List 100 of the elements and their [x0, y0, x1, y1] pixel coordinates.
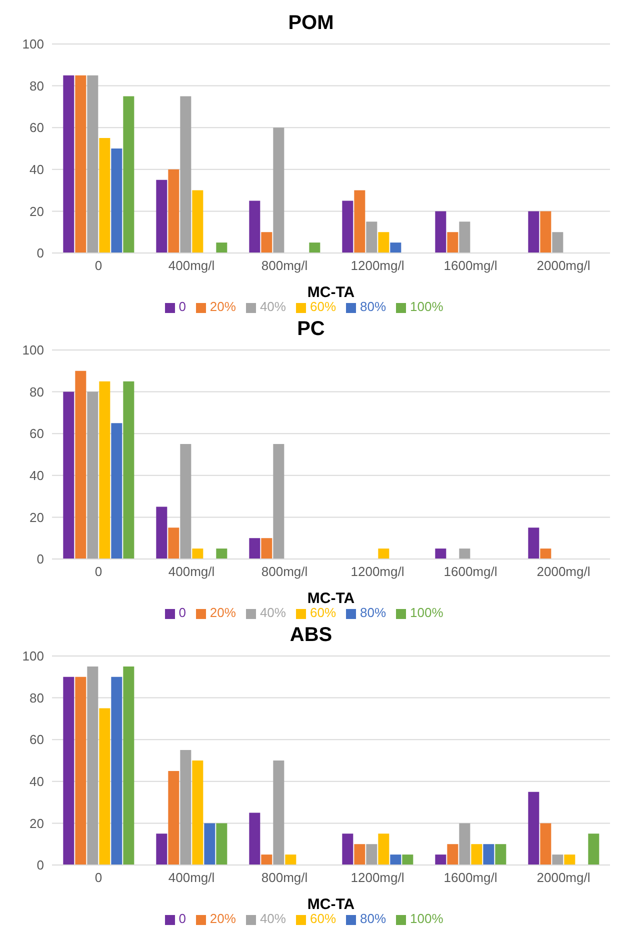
y-tick-label: 20 [30, 510, 44, 525]
x-tick-label: 400mg/l [168, 258, 215, 274]
bar [99, 138, 110, 253]
bar [168, 528, 180, 559]
y-tick-label: 0 [36, 552, 44, 567]
bar [123, 666, 134, 865]
legend-label: 100% [410, 605, 444, 620]
bar [87, 666, 98, 865]
bar [87, 392, 98, 559]
y-tick-label: 100 [22, 342, 44, 358]
bar [483, 844, 494, 865]
y-tick-label: 40 [30, 162, 44, 178]
x-tick-label: 1200mg/l [350, 870, 404, 886]
y-tick-label: 0 [36, 858, 44, 873]
bar [261, 854, 272, 865]
bar [111, 676, 122, 865]
bar [192, 548, 204, 559]
legend-label: 60% [310, 911, 336, 926]
bar [459, 222, 470, 253]
bar [435, 548, 446, 559]
bar [528, 792, 540, 865]
bar [216, 548, 228, 559]
legend-label: 80% [360, 605, 386, 620]
bar [390, 242, 402, 253]
y-tick-label: 100 [22, 36, 44, 52]
y-tick-label: 80 [30, 384, 44, 400]
legend-label: 80% [360, 911, 386, 926]
x-tick-label: 800mg/l [261, 564, 308, 580]
bar [540, 548, 552, 559]
bar [249, 200, 260, 253]
y-tick-label: 20 [30, 816, 44, 831]
bar [378, 834, 390, 865]
bar [354, 844, 366, 865]
bar [354, 190, 366, 253]
legend-label: 40% [260, 605, 286, 620]
y-tick-label: 0 [36, 246, 44, 261]
bar [390, 854, 402, 865]
bar [111, 148, 122, 253]
bar [528, 211, 540, 253]
bar [180, 750, 192, 865]
y-tick-label: 40 [30, 468, 44, 484]
bar [309, 242, 320, 253]
bar [111, 423, 122, 559]
legend-label: 60% [310, 299, 336, 314]
bar [459, 548, 470, 559]
bar [366, 844, 378, 865]
x-tick-label: 400mg/l [168, 870, 215, 886]
legend-label: 20% [210, 299, 236, 314]
bar [180, 444, 192, 559]
y-tick-label: 100 [22, 648, 44, 664]
bar [459, 823, 470, 865]
bar [75, 75, 86, 253]
bar [447, 232, 458, 253]
bar [123, 381, 134, 559]
chart-title: PC [296, 317, 326, 342]
bar [342, 200, 354, 253]
x-tick-label: 1600mg/l [444, 564, 498, 580]
y-tick-label: 60 [30, 120, 44, 136]
legend-label: 20% [210, 911, 236, 926]
bar [552, 854, 564, 865]
bar [261, 232, 272, 253]
bar [63, 676, 74, 865]
bar [192, 190, 204, 253]
bar [192, 760, 204, 865]
legend-label: 0 [178, 605, 186, 620]
x-tick-label: 1200mg/l [350, 258, 404, 274]
bar [87, 75, 98, 253]
legend-label: 80% [360, 299, 386, 314]
bar [378, 232, 390, 253]
x-tick-label: 1600mg/l [444, 870, 498, 886]
x-tick-label: 0 [94, 870, 102, 886]
bar [75, 676, 86, 865]
bar [552, 232, 564, 253]
bar [156, 180, 168, 253]
bar [180, 96, 192, 253]
bar [564, 854, 576, 865]
x-tick-label: 800mg/l [261, 870, 308, 886]
bar [435, 854, 446, 865]
x-tick-label: 0 [94, 564, 102, 580]
bar [402, 854, 414, 865]
legend-label: 40% [260, 911, 286, 926]
bar [99, 708, 110, 865]
bar [249, 812, 260, 865]
bar [435, 211, 446, 253]
legend-label: 0 [178, 299, 186, 314]
y-tick-label: 60 [30, 426, 44, 442]
bar [216, 823, 228, 865]
legend-label: 100% [410, 299, 444, 314]
bar [156, 506, 168, 559]
bar [366, 222, 378, 253]
y-tick-label: 80 [30, 690, 44, 706]
bar [378, 548, 390, 559]
x-axis-title: MC-TA [307, 590, 355, 607]
bar [204, 823, 216, 865]
y-tick-label: 40 [30, 774, 44, 790]
y-tick-label: 20 [30, 204, 44, 219]
x-tick-label: 800mg/l [261, 258, 308, 274]
y-tick-label: 80 [30, 78, 44, 94]
bar [273, 128, 284, 253]
x-tick-label: 2000mg/l [536, 870, 590, 886]
